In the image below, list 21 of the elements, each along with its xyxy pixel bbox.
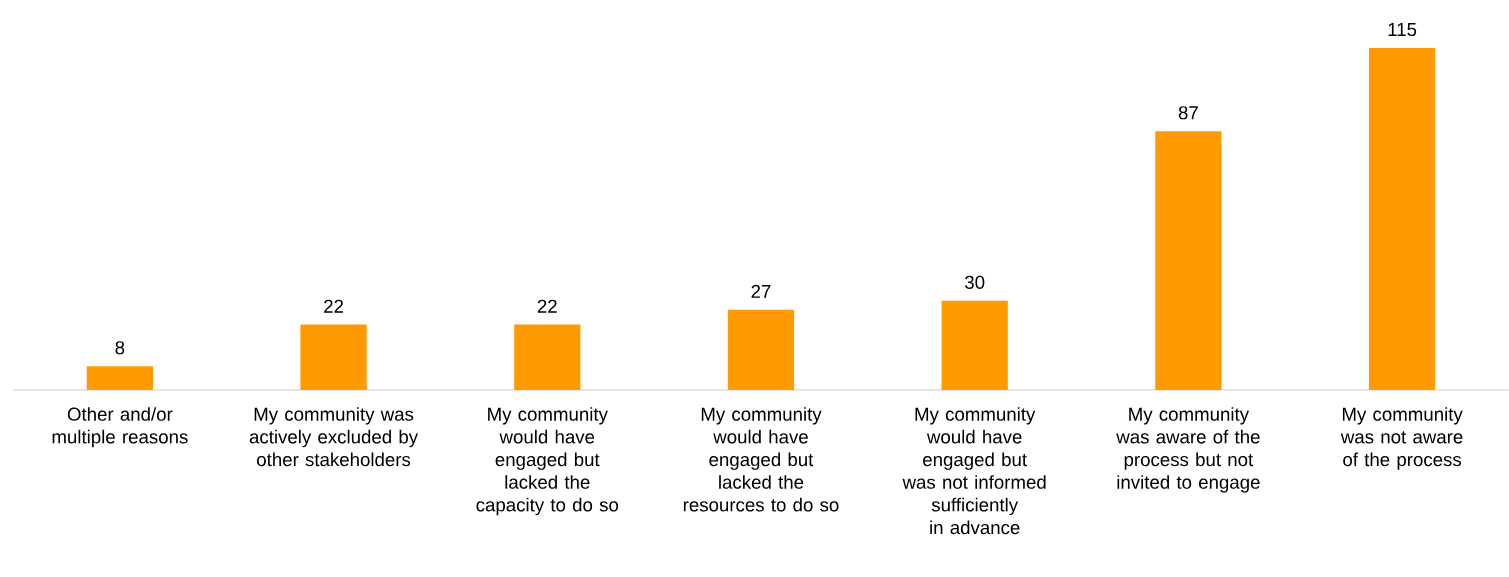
bar xyxy=(1155,131,1222,390)
x-tick-label: Other and/or multiple reasons xyxy=(52,407,188,448)
x-tick-label: My community was not aware of the process xyxy=(1340,407,1463,470)
bar xyxy=(514,324,581,390)
x-tick-label: My community would have engaged but lacked the resources to do so xyxy=(683,407,839,512)
data-label: 115 xyxy=(1388,23,1417,37)
x-tick-label: My community was actively excluded by other stakeholders xyxy=(249,407,419,467)
data-label: 87 xyxy=(1178,106,1198,120)
bar xyxy=(727,309,795,390)
data-label: 30 xyxy=(965,275,985,289)
data-label: 8 xyxy=(115,341,125,355)
data-label: 22 xyxy=(537,299,557,313)
x-tick-label: My community would have engaged but lacked the capacity to do so xyxy=(476,407,619,516)
x-tick-label: My community was aware of the process but not invited to engage xyxy=(1116,407,1260,493)
bar xyxy=(941,300,1008,390)
bar xyxy=(86,366,153,390)
bar xyxy=(300,324,367,390)
data-label: 27 xyxy=(751,284,771,298)
x-tick-label: My community would have engaged but was not informed sufficiently in advance xyxy=(902,407,1046,535)
data-label: 22 xyxy=(324,299,344,313)
bar xyxy=(1368,47,1436,390)
